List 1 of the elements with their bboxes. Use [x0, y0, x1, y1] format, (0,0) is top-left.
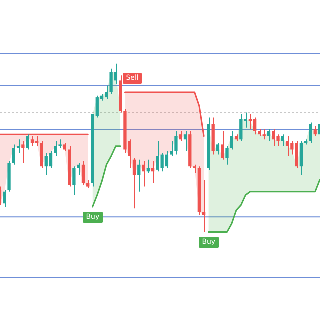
candlestick	[193, 164, 196, 174]
